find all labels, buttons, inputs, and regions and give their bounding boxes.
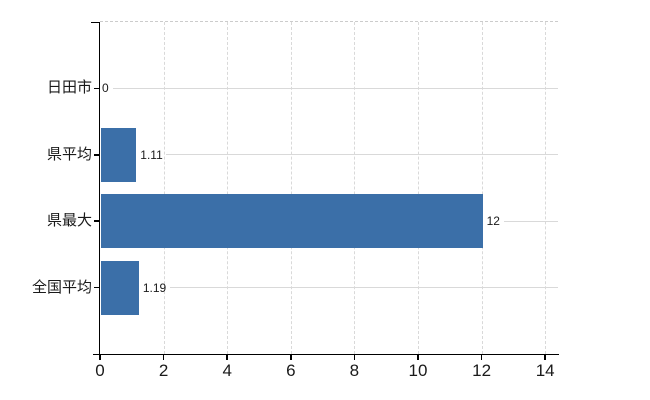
x-tick xyxy=(226,354,228,360)
x-tick xyxy=(353,354,356,360)
bar xyxy=(101,194,483,249)
x-tick-label: 0 xyxy=(95,361,105,380)
x-tick xyxy=(290,354,292,360)
v-gridline xyxy=(354,22,356,354)
value-label: 12 xyxy=(486,214,500,229)
h-gridline xyxy=(503,220,558,222)
category-label: 県平均 xyxy=(46,145,92,163)
category-label: 県最大 xyxy=(46,212,92,230)
bar xyxy=(101,127,137,182)
value-label: 1.11 xyxy=(140,147,163,162)
v-gridline xyxy=(163,22,165,354)
top-frame xyxy=(100,21,558,22)
x-tick-label: 14 xyxy=(535,361,555,380)
v-gridline xyxy=(481,22,483,354)
category-label: 日田市 xyxy=(46,79,92,97)
v-gridline xyxy=(290,22,292,354)
v-gridline xyxy=(545,22,547,354)
y-tick xyxy=(94,286,100,289)
x-tick xyxy=(417,354,419,360)
h-gridline xyxy=(169,287,558,289)
axis-cap xyxy=(90,21,100,23)
y-tick xyxy=(94,220,100,222)
x-axis xyxy=(93,353,559,355)
y-tick xyxy=(94,87,100,90)
value-label: 1.19 xyxy=(142,280,167,295)
x-tick-label: 12 xyxy=(472,361,492,380)
x-tick xyxy=(544,354,546,360)
h-gridline xyxy=(113,87,558,89)
h-gridline xyxy=(166,154,558,156)
v-gridline xyxy=(418,22,419,354)
x-tick-label: 2 xyxy=(158,361,169,380)
category-label: 全国平均 xyxy=(31,278,92,296)
y-tick xyxy=(94,154,100,156)
x-tick-label: 8 xyxy=(349,361,360,380)
x-tick-label: 6 xyxy=(286,361,296,380)
x-tick-label: 10 xyxy=(408,361,428,380)
v-gridline xyxy=(227,22,229,354)
x-tick xyxy=(480,354,483,360)
y-axis xyxy=(98,22,100,355)
bar xyxy=(101,260,139,315)
x-tick xyxy=(162,354,165,360)
x-tick xyxy=(99,354,101,360)
x-tick-label: 4 xyxy=(222,361,232,380)
value-label: 0 xyxy=(102,81,109,96)
